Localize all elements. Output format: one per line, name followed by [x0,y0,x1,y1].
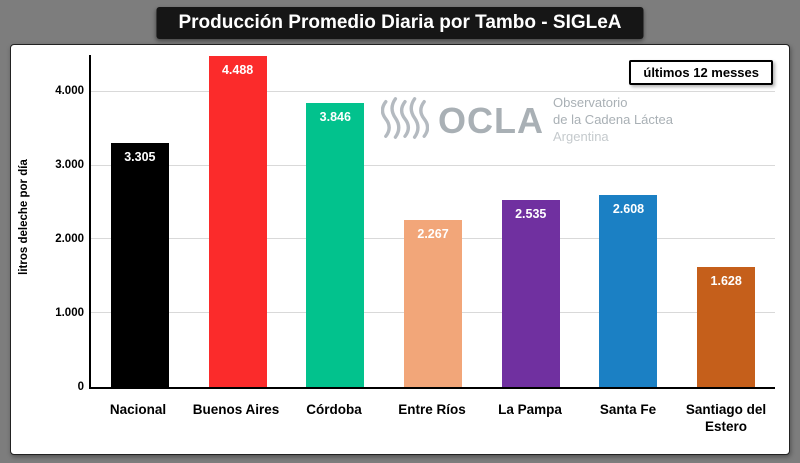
bar-value-label: 4.488 [221,62,254,77]
ocla-watermark: OCLA Observatorio de la Cadena Láctea Ar… [380,95,673,146]
bar: 1.628 [697,266,756,387]
x-tick-label: Entre Ríos [398,402,466,417]
bar: 2.608 [599,194,658,387]
y-tick-label: 1.000 [55,306,84,319]
chart-panel: últimos 12 messes litros deleche por día [10,44,790,455]
bar-slot: 2.535 [482,55,580,387]
bar-value-label: 1.628 [710,273,742,288]
x-tick-label: Buenos Aires [192,402,280,417]
chart-title: Producción Promedio Diaria por Tambo - S… [156,7,644,39]
ocla-subtitle: Observatorio de la Cadena Láctea Argenti… [553,95,673,146]
x-tick-label: Santa Fe [599,402,657,417]
bar-value-label: 2.608 [612,201,645,216]
bar: 3.305 [110,143,169,387]
bar: 2.267 [404,219,463,387]
bar-slot: 1.628 [677,55,775,387]
y-axis-label-text: litros deleche por día [18,159,31,275]
bar-value-label: 2.267 [417,226,449,241]
gridline [91,90,775,92]
ocla-subtitle-line2: de la Cadena Láctea [553,112,673,128]
x-tick-label: Nacional [109,402,167,417]
ocla-subtitle-line3: Argentina [553,128,609,144]
bar: 4.488 [208,55,267,387]
bar-slot: 3.305 [91,55,189,387]
y-axis-label: litros deleche por día [13,45,35,389]
plot-area: OCLA Observatorio de la Cadena Láctea Ar… [55,55,775,392]
period-badge: últimos 12 messes [629,60,773,85]
bar-slot: 3.846 [286,55,384,387]
bar-value-label: 3.846 [319,110,351,125]
x-labels-row: Nacional Buenos Aires Córdoba Entre Ríos La … [89,395,775,436]
gridline [91,164,775,166]
bars-row: 3.305 4.488 3.846 2.267 2.535 2.608 1.628 [91,55,775,387]
bar-value-label: 2.535 [515,206,547,221]
ocla-subtitle-line1: Observatorio [553,95,628,111]
y-tick-label: 3.000 [55,158,84,171]
y-tick-label: 2.000 [55,232,84,245]
bar-slot: 2.608 [580,55,678,387]
x-tick-label: Santiago del Estero [685,402,767,434]
x-tick-label: Córdoba [306,402,362,417]
y-tick-label: 4.000 [55,85,84,98]
bar-value-label: 3.305 [124,150,156,165]
y-tick-label: 0 [77,380,84,393]
wave-icon [380,95,430,146]
bar: 2.535 [501,199,560,387]
x-tick-label: La Pampa [498,402,562,417]
ocla-logo-text: OCLA [438,99,544,141]
bar: 3.846 [306,103,365,387]
bar-slot: 2.267 [384,55,482,387]
bar-slot: 4.488 [189,55,287,387]
